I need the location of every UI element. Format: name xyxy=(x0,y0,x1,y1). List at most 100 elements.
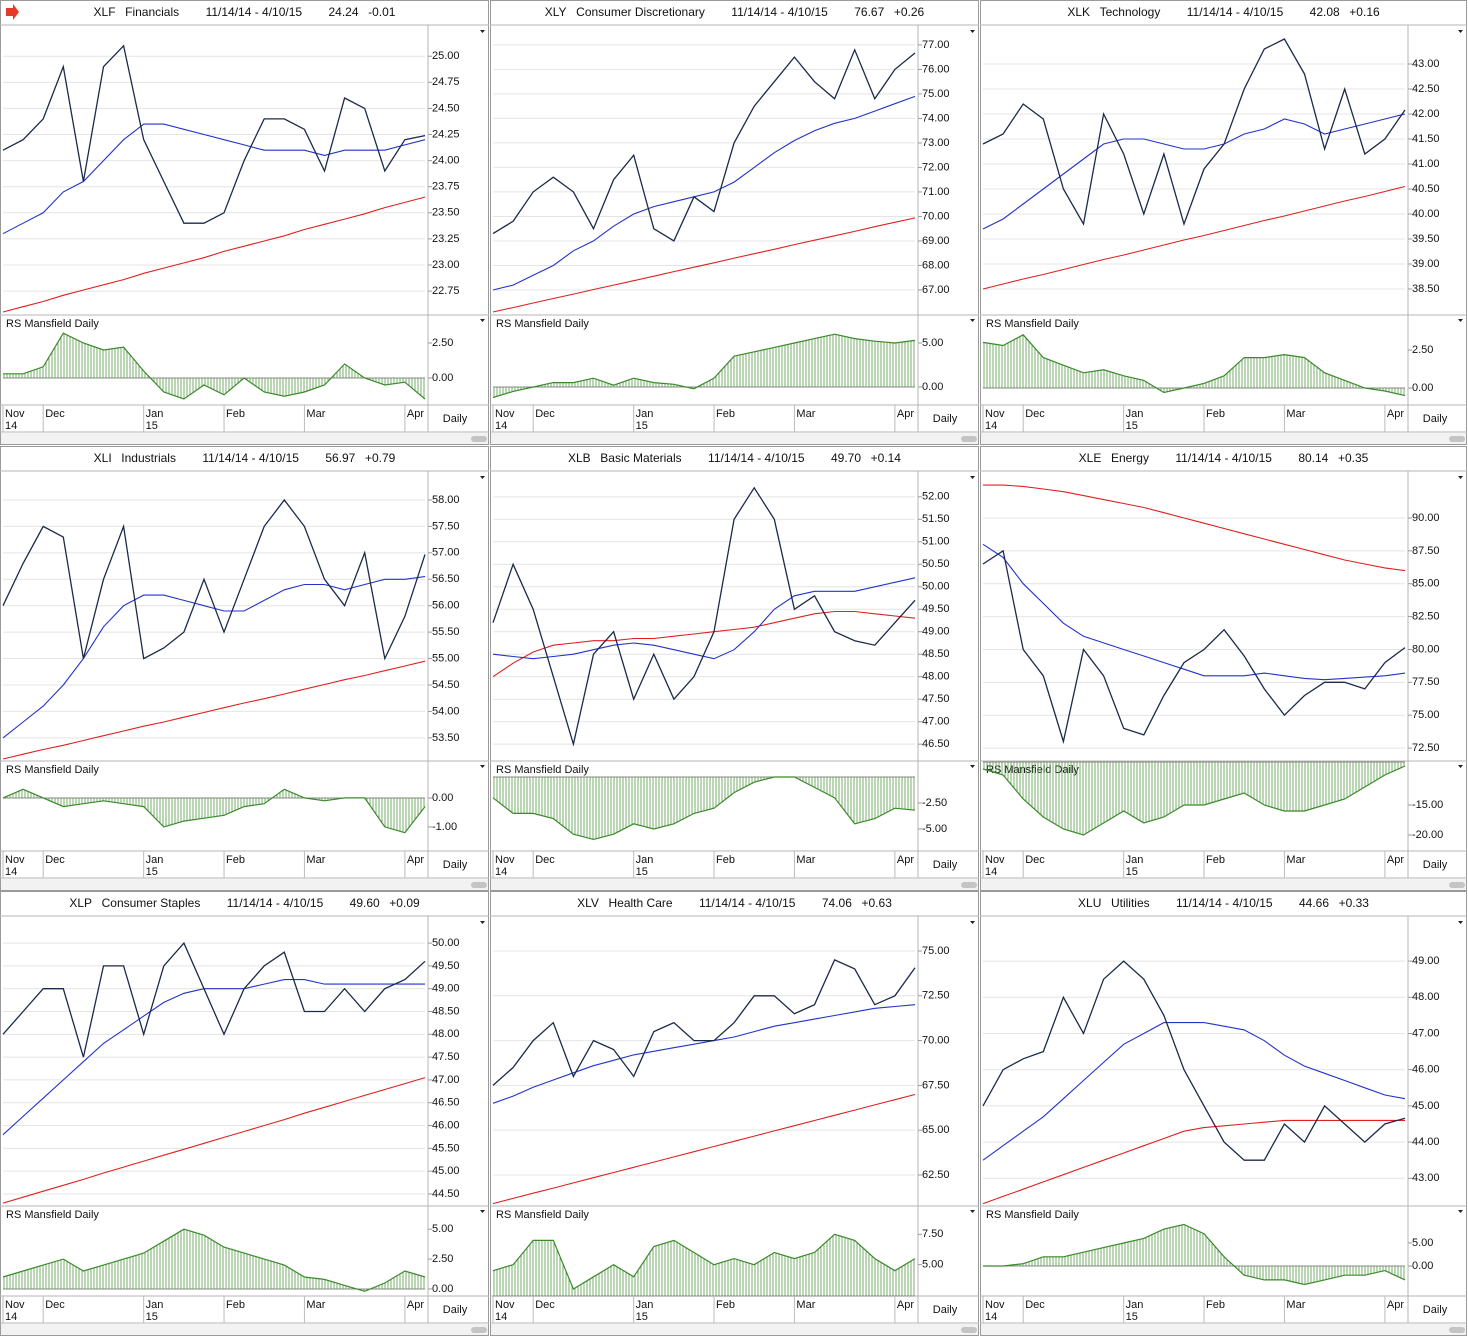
menu-arrow-icon[interactable] xyxy=(6,4,19,20)
scroll-thumb[interactable] xyxy=(1449,1327,1465,1333)
pane-menu[interactable] xyxy=(1458,1210,1463,1213)
x-tick-label: Mar xyxy=(796,1299,815,1311)
pane-menu[interactable] xyxy=(1458,921,1463,924)
x-tick-label: Apr xyxy=(407,854,424,866)
scroll-thumb[interactable] xyxy=(961,436,977,442)
stock-panel: XLF Financials 11/14/14 - 4/10/15 24.24 -0.0… xyxy=(0,0,489,445)
pane-menu[interactable] xyxy=(970,30,975,33)
title-change: +0.26 xyxy=(894,5,925,19)
rs-y-tick-label: 5.00 xyxy=(432,1223,453,1235)
title-name: Utilities xyxy=(1111,896,1150,910)
rs-hatch-area xyxy=(3,789,425,833)
y-tick-label: 90.00 xyxy=(1412,512,1440,524)
pane-menu[interactable] xyxy=(970,765,975,768)
x-tick-label: Apr xyxy=(1387,854,1404,866)
panel-title: XLF Financials 11/14/14 - 4/10/15 24.24 -0.0… xyxy=(94,5,396,19)
pane-menu[interactable] xyxy=(1458,319,1463,322)
x-tick-label: Dec xyxy=(45,854,65,866)
panel-frame xyxy=(490,0,979,445)
x-tick-label: Dec xyxy=(1025,1299,1045,1311)
y-tick-label: 70.00 xyxy=(922,1034,950,1046)
title-range: 11/14/14 - 4/10/15 xyxy=(1176,896,1273,910)
y-tick-label: 45.00 xyxy=(432,1165,460,1177)
scroll-area xyxy=(1,433,488,444)
title-symbol: XLK xyxy=(1067,5,1090,19)
rs-y-tick-label: 2.50 xyxy=(432,337,453,349)
pane-menu[interactable] xyxy=(1458,476,1463,479)
scroll-area xyxy=(981,1324,1466,1335)
y-tick-label: 51.50 xyxy=(922,513,950,525)
x-tick-label: Dec xyxy=(45,408,65,420)
scroll-thumb[interactable] xyxy=(471,1327,487,1333)
x-tick-label: Dec xyxy=(535,1299,555,1311)
scroll-thumb[interactable] xyxy=(471,882,487,888)
rs-hatch-area xyxy=(493,1234,915,1296)
pane-menu[interactable] xyxy=(480,319,485,322)
x-year-label: 15 xyxy=(636,866,648,878)
title-name: Consumer Discretionary xyxy=(576,5,705,19)
scroll-thumb[interactable] xyxy=(961,882,977,888)
pane-menu[interactable] xyxy=(480,921,485,924)
period-label: Daily xyxy=(933,413,958,425)
x-tick-label: Feb xyxy=(1206,854,1225,866)
y-tick-label: 67.50 xyxy=(922,1079,950,1091)
rs-hatch-area xyxy=(3,333,425,399)
pane-menu[interactable] xyxy=(1458,30,1463,33)
scroll-thumb[interactable] xyxy=(471,436,487,442)
y-tick-label: 50.00 xyxy=(922,581,950,593)
stock-panel: XLP Consumer Staples 11/14/14 - 4/10/15 49.… xyxy=(0,891,489,1336)
rs-hatch-area xyxy=(493,334,915,398)
pane-menu[interactable] xyxy=(970,476,975,479)
title-name: Technology xyxy=(1100,5,1161,19)
x-tick-label: Feb xyxy=(716,408,735,420)
x-tick-label: Mar xyxy=(1286,408,1305,420)
price-line xyxy=(982,960,1406,1161)
y-tick-label: 24.00 xyxy=(432,155,460,167)
rs-line xyxy=(983,1223,1406,1286)
title-last: 49.60 xyxy=(350,896,380,910)
pane-menu[interactable] xyxy=(480,476,485,479)
pane-menu[interactable] xyxy=(480,30,485,33)
y-tick-label: 46.00 xyxy=(1412,1064,1440,1076)
x-tick-label: Mar xyxy=(306,854,325,866)
x-tick-label: Feb xyxy=(716,854,735,866)
x-year-label: 14 xyxy=(495,1311,507,1323)
y-tick-label: 48.50 xyxy=(922,648,950,660)
pane-menu[interactable] xyxy=(970,921,975,924)
y-tick-label: 43.00 xyxy=(1412,1172,1440,1184)
pane-menu[interactable] xyxy=(970,319,975,322)
stock-panel: XLB Basic Materials 11/14/14 - 4/10/15 49.7… xyxy=(490,446,979,891)
stock-panel: XLK Technology 11/14/14 - 4/10/15 42.08 +0.1… xyxy=(980,0,1467,445)
x-year-label: 14 xyxy=(5,1311,17,1323)
y-tick-label: 46.00 xyxy=(432,1119,460,1131)
y-tick-label: 49.00 xyxy=(1412,955,1440,967)
scroll-thumb[interactable] xyxy=(1449,882,1465,888)
moving-average xyxy=(982,1022,1406,1161)
scroll-thumb[interactable] xyxy=(961,1327,977,1333)
x-tick-label: Jan xyxy=(1126,1299,1144,1311)
rs-line xyxy=(982,765,1406,836)
x-tick-label: Feb xyxy=(1206,1299,1225,1311)
rs-line xyxy=(2,1228,426,1292)
moving-average xyxy=(492,1004,916,1104)
scroll-thumb[interactable] xyxy=(1449,436,1465,442)
y-tick-label: 48.00 xyxy=(432,1028,460,1040)
rs-line xyxy=(492,1233,916,1290)
y-tick-label: 77.50 xyxy=(1412,676,1440,688)
y-tick-label: 58.00 xyxy=(432,494,460,506)
rs-title: RS Mansfield Daily xyxy=(496,318,589,330)
moving-average xyxy=(2,576,426,739)
y-tick-label: 48.00 xyxy=(922,671,950,683)
x-year-label: 15 xyxy=(636,1311,648,1323)
pane-menu[interactable] xyxy=(480,765,485,768)
pane-menu[interactable] xyxy=(1458,765,1463,768)
x-year-label: 14 xyxy=(5,866,17,878)
pane-menu[interactable] xyxy=(480,1210,485,1213)
pane-menu[interactable] xyxy=(970,1210,975,1213)
moving-average xyxy=(2,196,426,313)
x-tick-label: Feb xyxy=(226,408,245,420)
rs-y-tick-label: 2.50 xyxy=(1412,344,1433,356)
x-tick-label: Dec xyxy=(1025,408,1045,420)
x-year-label: 14 xyxy=(5,420,17,432)
panel-title: XLY Consumer Discretionary 11/14/14 - 4/10… xyxy=(545,5,925,19)
